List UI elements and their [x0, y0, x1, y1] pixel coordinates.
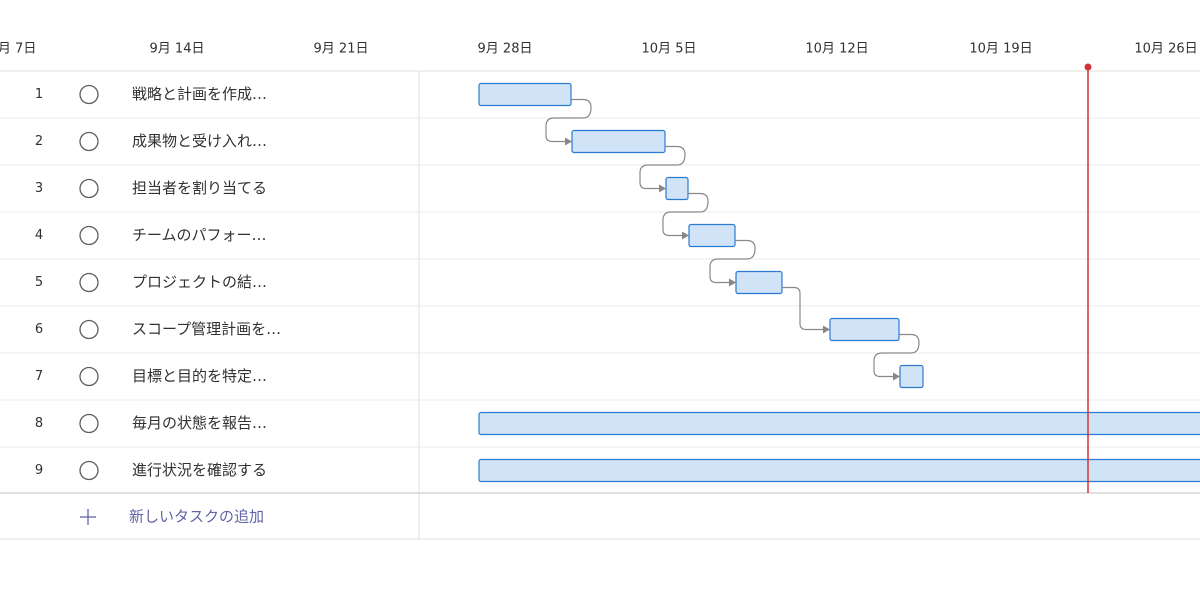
- date-label: 10月 12日: [805, 42, 868, 57]
- task-number: 1: [35, 87, 43, 102]
- task-bar[interactable]: [665, 176, 689, 201]
- today-dot: [1084, 63, 1092, 71]
- task-number: 5: [35, 275, 43, 290]
- task-name[interactable]: 戦略と計画を作成…: [132, 85, 267, 103]
- task-number: 9: [35, 463, 43, 478]
- task-bar[interactable]: [899, 364, 924, 389]
- task-number: 6: [35, 322, 43, 337]
- task-bar[interactable]: [478, 458, 1200, 483]
- dependency-line: [545, 98, 592, 143]
- complete-checkbox[interactable]: [79, 225, 99, 246]
- task-bar[interactable]: [571, 129, 666, 154]
- dependency-arrow: [659, 184, 666, 193]
- task-name[interactable]: スコープ管理計画を…: [132, 320, 281, 338]
- date-label: 9月 14日: [150, 42, 205, 57]
- dependency-line: [639, 145, 686, 190]
- date-label: 10月 5日: [642, 42, 697, 57]
- date-label: 9月 21日: [314, 42, 369, 57]
- task-number: 2: [35, 134, 43, 149]
- add-task[interactable]: 新しいタスクの追加: [129, 508, 264, 526]
- task-name[interactable]: 毎月の状態を報告…: [132, 414, 267, 432]
- task-number: 3: [35, 181, 43, 196]
- complete-checkbox[interactable]: [79, 178, 99, 199]
- date-label: 10月 19日: [969, 42, 1032, 57]
- task-name[interactable]: 担当者を割り当てる: [132, 179, 267, 197]
- complete-checkbox[interactable]: [79, 366, 99, 387]
- dependency-line: [782, 286, 824, 331]
- complete-checkbox[interactable]: [79, 272, 99, 293]
- dependency-arrow: [682, 231, 689, 240]
- task-bar[interactable]: [688, 223, 736, 248]
- task-number: 4: [35, 228, 43, 243]
- complete-checkbox[interactable]: [79, 84, 99, 105]
- dependency-arrow: [729, 278, 736, 287]
- task-number: 7: [35, 369, 43, 384]
- dependency-line: [662, 192, 709, 237]
- task-name[interactable]: 目標と目的を特定…: [132, 367, 267, 385]
- task-name[interactable]: 進行状況を確認する: [132, 461, 267, 479]
- date-label: 9月 7日: [0, 42, 36, 57]
- dependency-arrow: [823, 325, 830, 334]
- task-bar[interactable]: [735, 270, 783, 295]
- task-name[interactable]: チームのパフォー…: [132, 226, 267, 244]
- dependency-arrow: [565, 137, 572, 146]
- date-label: 9月 28日: [478, 42, 533, 57]
- task-bar[interactable]: [478, 82, 572, 107]
- dependency-line: [709, 239, 756, 284]
- task-name[interactable]: 成果物と受け入れ…: [132, 132, 267, 150]
- task-bar[interactable]: [829, 317, 900, 342]
- complete-checkbox[interactable]: [79, 319, 99, 340]
- complete-checkbox[interactable]: [79, 413, 99, 434]
- complete-checkbox[interactable]: [79, 131, 99, 152]
- date-label: 10月 26日: [1134, 42, 1197, 57]
- dependency-arrow: [893, 372, 900, 381]
- dependency-line: [873, 333, 920, 378]
- task-number: 8: [35, 416, 43, 431]
- complete-checkbox[interactable]: [79, 460, 99, 481]
- task-name[interactable]: プロジェクトの結…: [132, 273, 267, 291]
- task-bar[interactable]: [478, 411, 1200, 436]
